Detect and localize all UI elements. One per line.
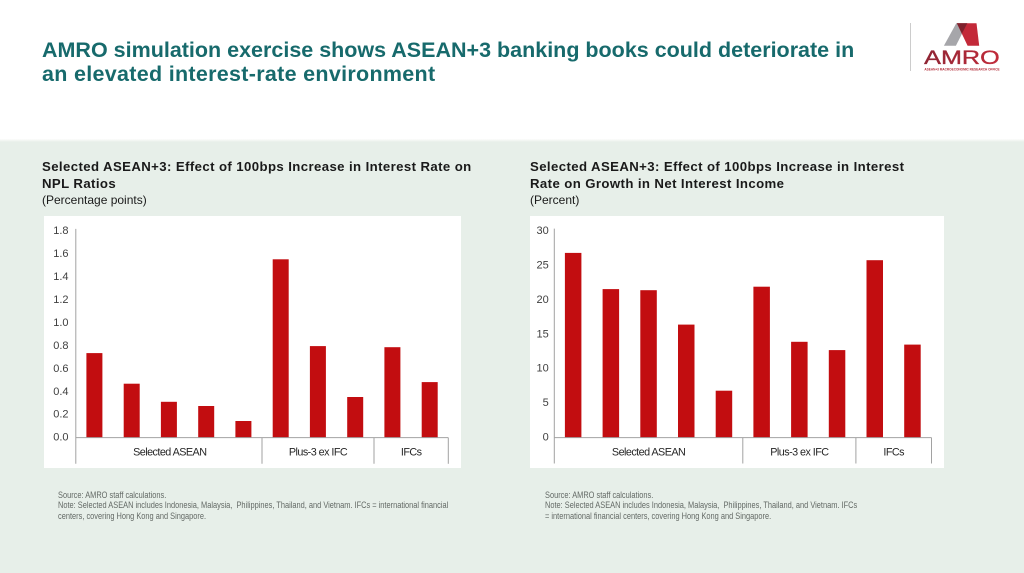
svg-text:0.0: 0.0: [53, 432, 68, 444]
svg-text:15: 15: [537, 328, 549, 340]
svg-text:AMRO: AMRO: [924, 47, 1000, 69]
svg-text:IFCs: IFCs: [883, 446, 905, 458]
svg-text:Plus-3 ex IFC: Plus-3 ex IFC: [289, 446, 348, 458]
svg-text:Selected ASEAN: Selected ASEAN: [133, 446, 206, 458]
svg-text:ASEAN+3 MACROECONOMIC RESEARCH: ASEAN+3 MACROECONOMIC RESEARCH OFFICE: [924, 68, 1000, 72]
svg-text:10: 10: [537, 363, 549, 375]
svg-text:1.8: 1.8: [53, 225, 68, 237]
svg-text:1.4: 1.4: [53, 271, 68, 283]
svg-text:0.6: 0.6: [53, 363, 68, 375]
svg-text:5: 5: [543, 397, 549, 409]
svg-text:1.2: 1.2: [53, 294, 68, 306]
svg-text:30: 30: [537, 225, 549, 237]
svg-text:Plus-3 ex IFC: Plus-3 ex IFC: [770, 446, 829, 458]
svg-text:Selected ASEAN: Selected ASEAN: [612, 446, 685, 458]
svg-text:25: 25: [537, 259, 549, 271]
svg-text:0.4: 0.4: [53, 386, 68, 398]
svg-text:0: 0: [543, 432, 549, 444]
svg-text:0.2: 0.2: [53, 409, 68, 421]
svg-text:0.8: 0.8: [53, 340, 68, 352]
svg-text:1.0: 1.0: [53, 317, 68, 329]
svg-text:IFCs: IFCs: [401, 446, 423, 458]
svg-text:1.6: 1.6: [53, 248, 68, 260]
svg-text:20: 20: [537, 294, 549, 306]
